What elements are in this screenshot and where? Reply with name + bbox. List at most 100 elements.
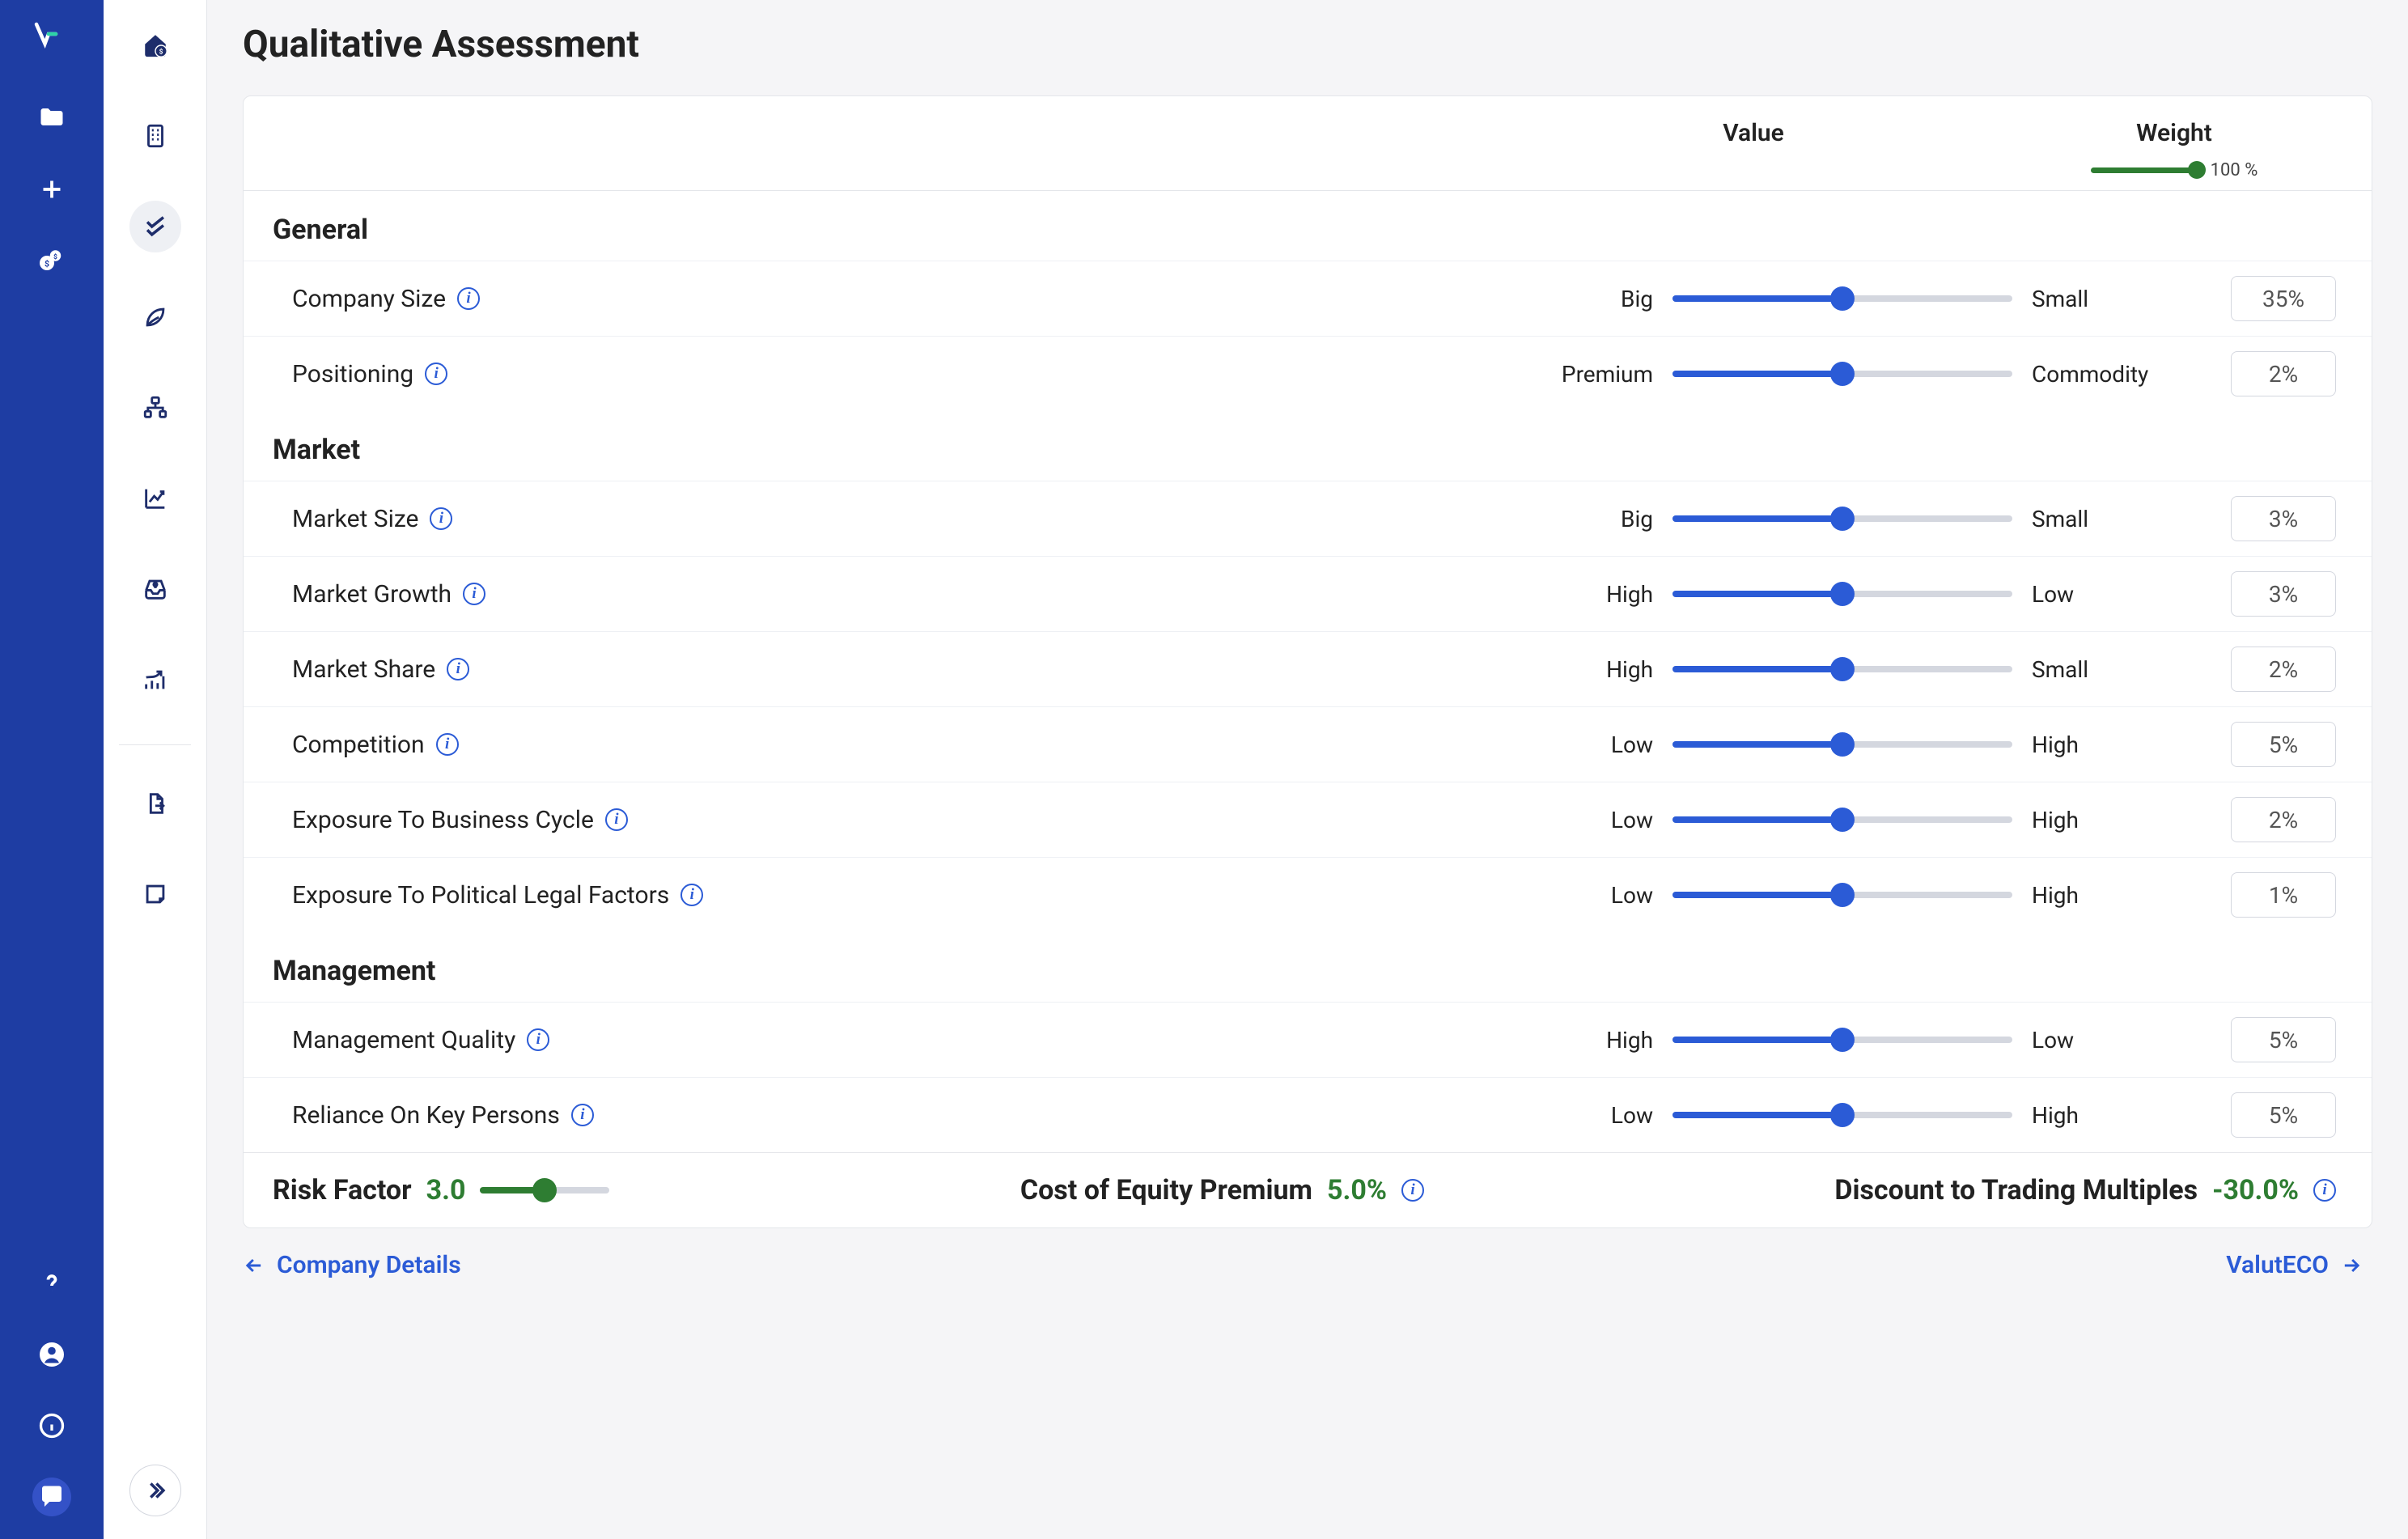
primary-sidebar: $$ — [0, 0, 104, 1539]
info-icon[interactable]: i — [436, 733, 459, 756]
value-slider[interactable] — [1672, 886, 2012, 904]
assessment-row: Management QualityiHighLow5% — [244, 1002, 2372, 1077]
value-slider[interactable] — [1672, 365, 2012, 383]
value-slider[interactable] — [1672, 736, 2012, 753]
weight-input[interactable]: 1% — [2231, 872, 2336, 918]
note-icon[interactable] — [129, 868, 181, 920]
slider-right-label: Low — [2012, 1027, 2158, 1054]
fwd-link[interactable]: ValutECO — [2226, 1251, 2363, 1279]
chat-icon[interactable] — [32, 1478, 71, 1516]
row-name: Management Qualityi — [292, 1026, 1551, 1054]
weight-input[interactable]: 2% — [2231, 351, 2336, 396]
app-logo — [32, 19, 72, 60]
weight-input[interactable]: 5% — [2231, 1092, 2336, 1138]
assessment-card: Value Weight 100 % GeneralCompany SizeiB… — [243, 95, 2372, 1228]
info-icon[interactable]: i — [571, 1104, 594, 1126]
value-slider[interactable] — [1672, 660, 2012, 678]
slider-right-label: High — [2012, 731, 2158, 758]
money-icon[interactable]: $$ — [32, 241, 71, 280]
org-chart-icon[interactable] — [129, 382, 181, 434]
weight-input[interactable]: 2% — [2231, 797, 2336, 842]
svg-text:$: $ — [53, 252, 57, 261]
weight-total-indicator: 100 % — [2012, 160, 2336, 180]
cost-equity-value: 5.0% — [1327, 1174, 1387, 1206]
back-link[interactable]: Company Details — [243, 1251, 461, 1279]
card-header: Value Weight 100 % — [244, 96, 2372, 191]
risk-factor-slider[interactable] — [480, 1181, 609, 1199]
assessment-row: Exposure To Business CycleiLowHigh2% — [244, 782, 2372, 857]
line-chart-icon[interactable] — [129, 473, 181, 524]
info-icon[interactable]: i — [447, 658, 469, 680]
leaf-icon[interactable] — [129, 291, 181, 343]
row-name: Exposure To Business Cyclei — [292, 806, 1551, 834]
home-money-icon[interactable]: $ — [129, 19, 181, 71]
assessment-row: PositioningiPremium Commodity 2% — [244, 336, 2372, 411]
expand-icon[interactable] — [129, 1465, 181, 1516]
slider-right-label: High — [2012, 882, 2158, 909]
slider-left-label: Premium — [1551, 361, 1672, 388]
value-column-header: Value — [1494, 119, 2012, 180]
section-title: General — [244, 191, 2372, 261]
assessment-row: Market ShareiHighSmall2% — [244, 631, 2372, 706]
info-icon[interactable]: i — [463, 583, 485, 605]
slider-left-label: High — [1551, 581, 1672, 608]
slider-left-label: Low — [1551, 731, 1672, 758]
value-slider[interactable] — [1672, 510, 2012, 528]
info-icon[interactable]: i — [457, 287, 480, 310]
svg-text:$: $ — [154, 583, 156, 588]
info-icon[interactable]: i — [527, 1028, 549, 1051]
slider-right-label: Commodity — [2012, 361, 2158, 388]
assessment-row: Market SizeiBigSmall3% — [244, 481, 2372, 556]
cost-equity-label: Cost of Equity Premium — [1020, 1174, 1312, 1206]
slider-left-label: Low — [1551, 882, 1672, 909]
assessment-row: Company SizeiBig Small 35% — [244, 261, 2372, 336]
export-icon[interactable] — [129, 778, 181, 829]
row-name: Competitioni — [292, 731, 1551, 759]
weight-input[interactable]: 5% — [2231, 722, 2336, 767]
checks-icon[interactable] — [129, 201, 181, 252]
weight-input[interactable]: 2% — [2231, 647, 2336, 692]
divider — [119, 744, 191, 745]
value-slider[interactable] — [1672, 290, 2012, 307]
value-slider[interactable] — [1672, 585, 2012, 603]
row-name: Exposure To Political Legal Factorsi — [292, 881, 1551, 909]
weight-column-header: Weight — [2012, 119, 2336, 147]
value-slider[interactable] — [1672, 1031, 2012, 1049]
slider-right-label: Small — [2012, 286, 2158, 312]
info-icon[interactable]: i — [680, 884, 703, 906]
row-name: Market Growthi — [292, 580, 1551, 608]
sections-container: GeneralCompany SizeiBigSmall35%Positioni… — [244, 191, 2372, 1152]
slider-right-label: Low — [2012, 581, 2158, 608]
row-name: Positioningi — [292, 360, 1551, 388]
info-icon[interactable]: i — [605, 808, 628, 831]
folder-icon[interactable] — [32, 99, 71, 138]
weight-input[interactable]: 35% — [2231, 276, 2336, 321]
info-icon[interactable]: i — [430, 507, 452, 530]
weight-input[interactable]: 5% — [2231, 1017, 2336, 1062]
section-title: Management — [244, 932, 2372, 1002]
row-name: Market Sizei — [292, 505, 1551, 533]
weight-input[interactable]: 3% — [2231, 496, 2336, 541]
value-slider[interactable] — [1672, 811, 2012, 829]
help-icon[interactable] — [32, 1264, 71, 1303]
slider-left-label: Big — [1551, 286, 1672, 312]
info-icon[interactable]: i — [425, 362, 447, 385]
slider-left-label: Low — [1551, 1102, 1672, 1129]
bar-trend-icon[interactable] — [129, 654, 181, 706]
info-icon[interactable]: i — [2313, 1179, 2336, 1202]
slider-left-label: Big — [1551, 506, 1672, 532]
value-slider[interactable] — [1672, 1106, 2012, 1124]
plus-icon[interactable] — [32, 170, 71, 209]
row-name: Reliance On Key Personsi — [292, 1101, 1551, 1130]
about-icon[interactable] — [32, 1406, 71, 1445]
building-icon[interactable] — [129, 110, 181, 162]
row-name: Company Sizei — [292, 285, 1551, 313]
card-footer: Risk Factor 3.0 Cost of Equity Premium 5… — [244, 1152, 2372, 1227]
risk-factor-value: 3.0 — [426, 1174, 466, 1206]
user-icon[interactable] — [32, 1335, 71, 1374]
weight-input[interactable]: 3% — [2231, 571, 2336, 617]
inbox-money-icon[interactable]: $ — [129, 563, 181, 615]
back-link-label: Company Details — [277, 1251, 461, 1279]
slider-left-label: High — [1551, 656, 1672, 683]
info-icon[interactable]: i — [1401, 1179, 1424, 1202]
